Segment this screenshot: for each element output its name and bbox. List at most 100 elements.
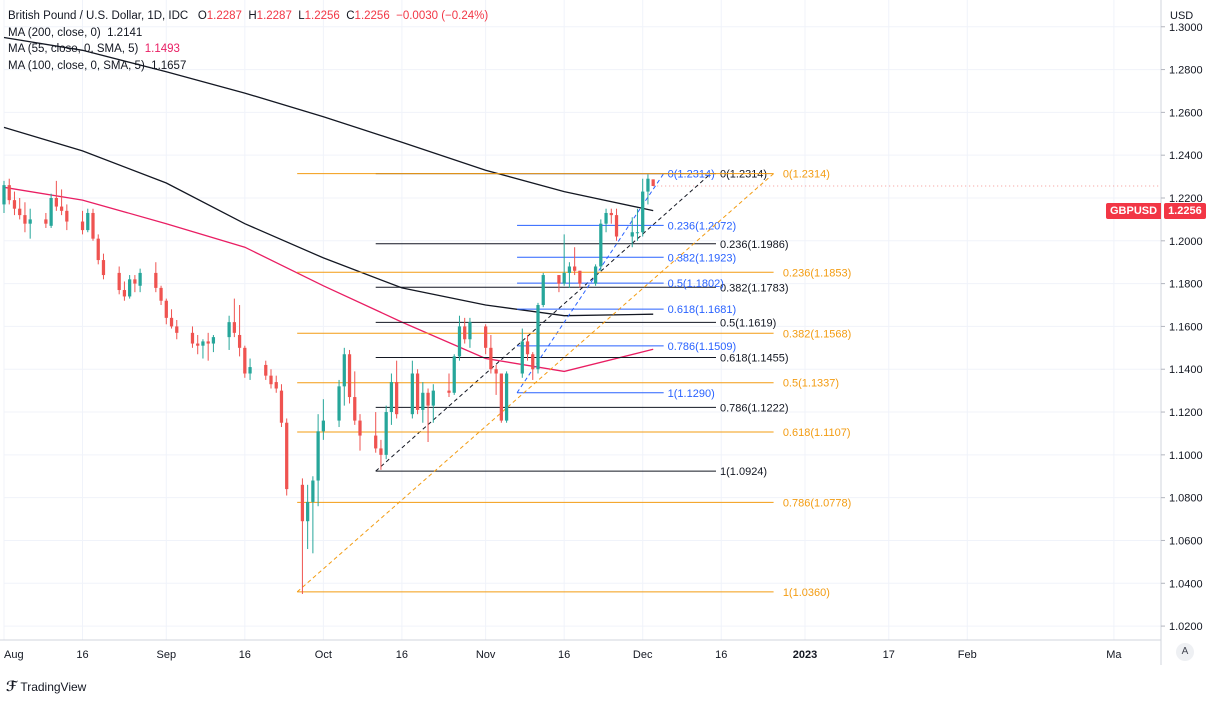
candle xyxy=(232,298,236,338)
price-tick-label: 1.1200 xyxy=(1169,407,1203,419)
candle-body xyxy=(567,266,572,273)
candle xyxy=(65,204,69,231)
price-tick-label: 1.3000 xyxy=(1169,22,1203,34)
candle-body xyxy=(54,197,58,207)
fib-blue-trend xyxy=(516,173,665,394)
candle-body xyxy=(306,501,310,522)
candle-body xyxy=(206,341,210,344)
price-tick-label: 1.0800 xyxy=(1169,493,1203,505)
candle xyxy=(415,369,420,415)
candle-body xyxy=(463,326,467,340)
candle-body xyxy=(384,412,388,455)
candle xyxy=(541,272,545,308)
candle-body xyxy=(646,178,650,192)
candle xyxy=(122,281,127,301)
candle-body xyxy=(541,275,545,306)
candle xyxy=(599,219,603,271)
fib-blue-level-label: 0.382(1.1923) xyxy=(668,252,737,264)
ma200-line xyxy=(3,36,654,212)
fib-black-level-label: 0.382(1.1783) xyxy=(720,282,789,294)
candle-body xyxy=(49,197,53,226)
tradingview-logo[interactable]: ℱ TradingView xyxy=(6,678,86,695)
candle xyxy=(635,208,640,241)
candle-body xyxy=(133,279,137,284)
candle-body xyxy=(232,322,236,333)
price-tick-label: 1.1600 xyxy=(1169,321,1203,333)
indicator-ma100-value: 1.1657 xyxy=(151,59,187,72)
price-tick-label: 1.0200 xyxy=(1169,621,1203,633)
candle xyxy=(468,317,472,348)
candle-body xyxy=(421,392,425,410)
candle-body xyxy=(138,272,142,286)
candle xyxy=(133,275,137,293)
candle-body xyxy=(201,341,205,346)
price-tick-label: 1.2200 xyxy=(1169,193,1203,205)
candle xyxy=(646,174,650,205)
auto-scale-button[interactable]: A xyxy=(1176,643,1194,661)
time-tick-label: 16 xyxy=(715,649,727,661)
candle-body xyxy=(599,223,603,267)
candle-body xyxy=(641,191,645,233)
ohlc-low-label: L xyxy=(298,10,305,22)
indicator-ma100[interactable]: MA (100, close, 0, SMA, 5) 1.1657 xyxy=(8,58,488,75)
tradingview-logo-text: TradingView xyxy=(20,679,87,694)
indicator-ma55-value: 1.1493 xyxy=(144,43,180,55)
symbol-header[interactable]: British Pound / U.S. Dollar, 1D, IDC O1.… xyxy=(8,8,488,25)
ohlc-close: 1.2256 xyxy=(354,10,390,22)
candle-body xyxy=(531,354,535,370)
indicator-ma55[interactable]: MA (55, close, 0, SMA, 5) 1.1493 xyxy=(8,41,488,58)
time-tick-label: Aug xyxy=(4,649,24,661)
candle-body xyxy=(395,382,399,415)
fib-black-level-label: 0.786(1.1222) xyxy=(720,402,789,414)
ohlc-open-label: O xyxy=(197,10,207,22)
ma55-line xyxy=(3,186,654,373)
axes: 1.0200 1.0400 1.0600 1.0800 1.1000 1.1200 1.14… xyxy=(0,0,1203,665)
symbol-title: British Pound / U.S. Dollar, 1D, IDC xyxy=(8,10,189,22)
candle xyxy=(306,484,310,550)
candle-body xyxy=(410,373,414,415)
candle-body xyxy=(285,422,289,490)
candle xyxy=(300,478,305,594)
fib-black: 0(1.2314)0.236(1.1986)0.382(1.1783)0.5(1… xyxy=(375,169,789,478)
ohlc-open: 1.2287 xyxy=(206,10,242,22)
ohlc-high: 1.2287 xyxy=(256,10,292,22)
candle-body xyxy=(96,238,100,261)
candle xyxy=(12,191,17,216)
candle xyxy=(525,334,530,361)
candle xyxy=(421,382,425,423)
price-tick-label: 1.1800 xyxy=(1169,279,1203,291)
ohlc-high-label: H xyxy=(248,10,257,22)
fib-black-level-label: 1(1.0924) xyxy=(720,466,767,478)
candle xyxy=(447,373,451,398)
candle xyxy=(80,210,85,235)
candle xyxy=(128,275,132,299)
candle xyxy=(237,305,242,357)
fib-orange-level-label: 0.618(1.1107) xyxy=(783,427,851,439)
price-tick-label: 1.2000 xyxy=(1169,236,1203,248)
candle xyxy=(499,373,503,423)
candle-body xyxy=(279,390,284,423)
candle-body xyxy=(468,322,472,340)
candle-body xyxy=(122,290,127,297)
candle-body xyxy=(457,326,462,357)
candle xyxy=(614,208,619,241)
indicator-ma200-label: MA (200, close, 0) xyxy=(8,26,101,39)
candle xyxy=(593,264,598,286)
candle xyxy=(54,180,58,211)
candle xyxy=(86,208,90,233)
candle xyxy=(651,179,655,187)
candle xyxy=(248,358,252,380)
candle-body xyxy=(248,367,252,374)
price-tick-label: 1.2400 xyxy=(1169,150,1203,162)
candle xyxy=(28,208,32,239)
candle xyxy=(18,197,22,220)
indicator-ma200[interactable]: MA (200, close, 0) 1.2141 xyxy=(8,25,488,42)
candle xyxy=(630,217,634,248)
time-tick-label: Feb xyxy=(958,649,977,661)
ohlc-low: 1.2256 xyxy=(304,10,340,22)
candle xyxy=(347,349,352,404)
candle-body xyxy=(489,347,493,370)
candle-body xyxy=(44,219,48,224)
candle-body xyxy=(499,373,503,421)
